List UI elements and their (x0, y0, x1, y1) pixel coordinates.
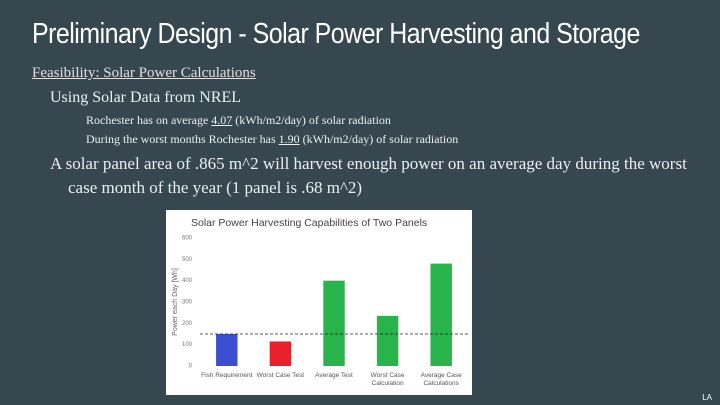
footer: LA (702, 393, 712, 402)
chart: Solar Power Harvesting Capabilities of T… (166, 210, 472, 395)
fact-text: (kWh/m2/day) of solar radiation (299, 132, 459, 146)
conclusion: A solar panel area of .865 m^2 will harv… (50, 154, 687, 197)
heading: Feasibility: Solar Power Calculations (32, 65, 256, 81)
x-tick-label: Fish Requirement (201, 372, 253, 379)
x-tick-label: Worst Case Test (256, 372, 305, 379)
fact-value: 1.90 (278, 132, 300, 146)
subheading: Using Solar Data from NREL (50, 89, 242, 106)
bar (216, 334, 238, 366)
y-tick-label: 100 (182, 342, 193, 348)
bar (376, 315, 399, 366)
fact-value: 4.07 (211, 113, 233, 127)
x-tick-label: Worst Case Calculation (370, 372, 405, 387)
y-tick-label: 400 (182, 278, 193, 284)
bar (430, 263, 452, 366)
y-tick-label: 0 (189, 364, 193, 370)
y-axis-label: Power each Day [Wh] (172, 268, 179, 336)
fact-text: (kWh/m2/day) of solar radiation (232, 113, 391, 127)
x-tick-label: Average Case Calculations (420, 372, 462, 387)
bar (323, 280, 345, 366)
y-tick-label: 300 (182, 300, 193, 306)
x-tick-label: Average Test (315, 372, 353, 379)
y-tick-label: 500 (182, 257, 193, 263)
y-tick-label: 600 (182, 236, 193, 242)
fact: Rochester has on average 4.07 (kWh/m2/da… (86, 113, 391, 128)
bar (269, 341, 292, 366)
fact-text: During the worst months Rochester has (86, 132, 279, 146)
chart-svg: Solar Power Harvesting Capabilities of T… (172, 217, 468, 370)
slide-title: Preliminary Design - Solar Power Harvest… (32, 18, 640, 50)
chart-title: Solar Power Harvesting Capabilities of T… (191, 217, 427, 229)
fact-text: Rochester has on average (86, 113, 212, 127)
y-tick-label: 200 (182, 321, 193, 327)
fact: During the worst months Rochester has 1.… (86, 132, 458, 147)
